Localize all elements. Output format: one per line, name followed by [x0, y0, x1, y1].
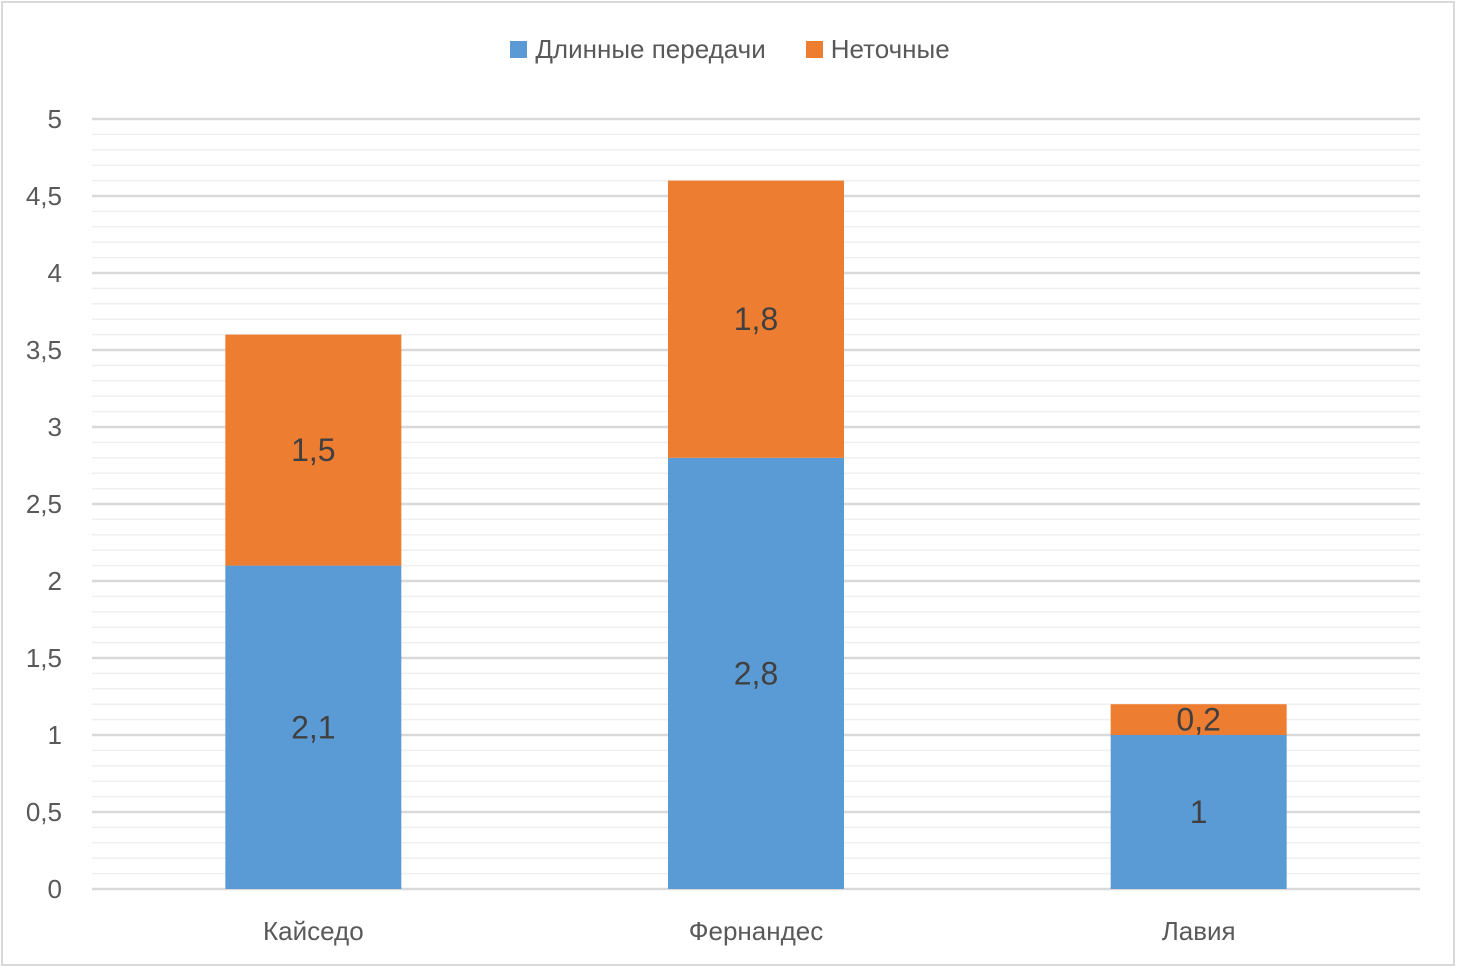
- legend-swatch-inaccurate: [805, 41, 823, 58]
- y-tick-label: 1,5: [26, 643, 62, 673]
- y-axis-ticks: 0 0,5 1 1,5 2 2,5 3 3,5 4 4,5 5: [26, 104, 62, 904]
- x-axis-categories: Кайседо Фернандес Лавия: [263, 916, 1236, 946]
- x-category-label: Лавия: [1162, 916, 1236, 946]
- y-tick-label: 3: [48, 412, 62, 442]
- y-tick-label: 5: [48, 104, 62, 134]
- data-label: 2,8: [734, 655, 778, 691]
- y-tick-label: 2: [48, 566, 62, 596]
- bar-segment-long-passes: [1110, 735, 1287, 889]
- legend-item-long-passes: Длинные передачи: [510, 34, 766, 65]
- y-tick-label: 0: [48, 874, 62, 904]
- y-tick-label: 3,5: [26, 335, 62, 365]
- legend-item-inaccurate: Неточные: [805, 34, 950, 65]
- data-labels: 2,1 1,5 2,8 1,8 1 0,2: [291, 301, 1221, 830]
- y-tick-label: 2,5: [26, 489, 62, 519]
- legend: Длинные передачи Неточные: [0, 34, 1460, 65]
- data-label: 0,2: [1176, 702, 1220, 738]
- data-label: 2,1: [291, 709, 335, 745]
- bar-segment-long-passes: [225, 565, 402, 889]
- data-label: 1: [1190, 794, 1208, 830]
- legend-label-long-passes: Длинные передачи: [535, 34, 766, 64]
- bar-segment-inaccurate: [225, 334, 402, 566]
- y-tick-label: 0,5: [26, 797, 62, 827]
- y-tick-label: 1: [48, 720, 62, 750]
- bars: [225, 180, 1287, 889]
- data-label: 1,8: [734, 301, 778, 337]
- legend-label-inaccurate: Неточные: [830, 34, 950, 64]
- data-label: 1,5: [291, 432, 335, 468]
- y-tick-label: 4,5: [26, 181, 62, 211]
- bar-segment-inaccurate: [1110, 704, 1287, 735]
- bar-segment-inaccurate: [668, 180, 844, 458]
- x-category-label: Фернандес: [689, 916, 824, 946]
- y-tick-label: 4: [48, 258, 62, 288]
- bar-segment-long-passes: [668, 457, 844, 889]
- legend-swatch-long-passes: [510, 41, 528, 58]
- x-category-label: Кайседо: [263, 916, 364, 946]
